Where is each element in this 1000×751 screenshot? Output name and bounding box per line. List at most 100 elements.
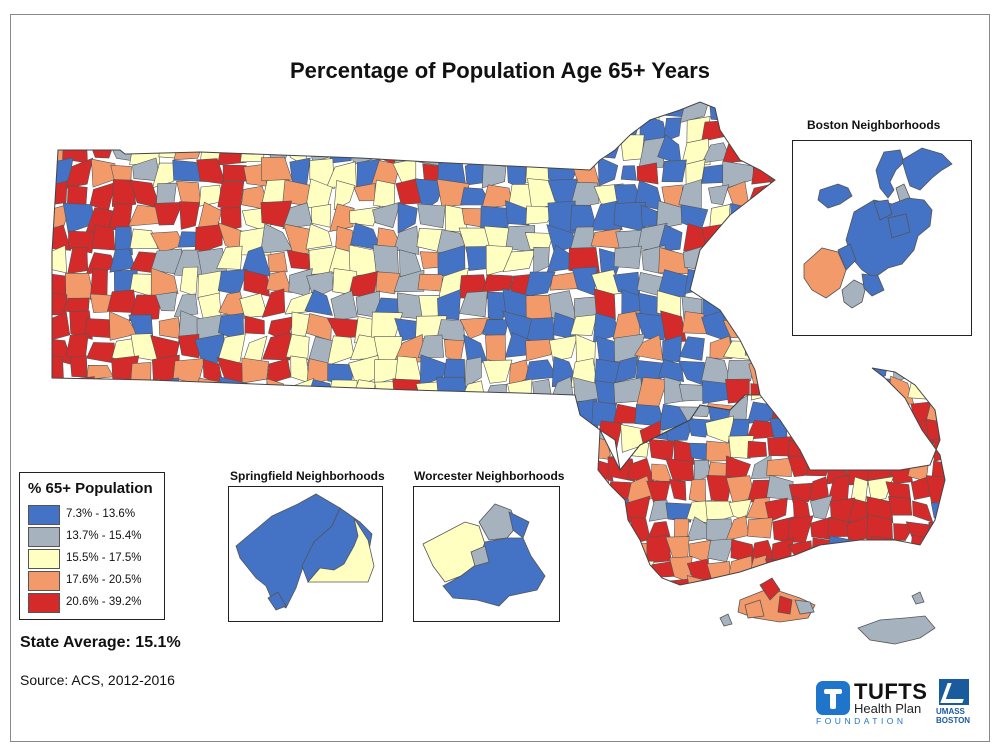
town-area <box>87 138 115 159</box>
town-area <box>217 181 245 211</box>
legend-swatch <box>28 593 60 613</box>
town-area <box>480 205 512 229</box>
island-town-area <box>857 615 936 645</box>
legend-label: 7.3% - 13.6% <box>66 508 136 520</box>
town-area <box>766 457 792 477</box>
town-area <box>787 368 810 386</box>
town-area <box>108 102 135 118</box>
town-area <box>724 288 756 319</box>
town-area <box>748 354 775 388</box>
town-area <box>573 118 602 140</box>
town-area <box>663 117 682 143</box>
boston-inset-title: Boston Neighborhoods <box>807 118 941 132</box>
town-area <box>267 251 288 273</box>
town-area <box>887 439 914 465</box>
town-area <box>481 162 507 189</box>
town-area <box>333 180 356 211</box>
town-area <box>114 226 133 256</box>
town-area <box>331 102 351 116</box>
town-area <box>827 437 847 466</box>
town-area <box>65 376 95 409</box>
town-area <box>746 311 775 344</box>
town-area <box>52 420 73 454</box>
town-area <box>910 560 934 579</box>
town-area <box>550 420 573 448</box>
town-area <box>503 420 532 451</box>
town-area <box>260 102 290 124</box>
town-area <box>598 496 611 523</box>
town-area <box>614 355 639 384</box>
town-area <box>238 102 266 121</box>
town-area <box>113 113 139 145</box>
town-area <box>865 368 889 385</box>
town-area <box>634 102 660 121</box>
town-area <box>375 271 401 295</box>
legend-label: 13.7% - 15.4% <box>66 530 142 542</box>
town-area <box>605 517 626 541</box>
town-area <box>174 403 206 424</box>
town-area <box>830 579 853 585</box>
town-area <box>590 228 621 249</box>
town-area <box>310 203 332 228</box>
town-area <box>867 401 893 424</box>
town-area <box>571 266 598 296</box>
town-area <box>373 402 397 426</box>
town-area <box>482 359 513 384</box>
umass-boston-logo: UMASS BOSTON <box>936 679 976 727</box>
town-area <box>458 290 488 318</box>
legend-swatch <box>28 505 60 525</box>
town-area <box>285 406 310 427</box>
town-area <box>750 102 772 124</box>
legend-title: % 65+ Population <box>28 480 153 497</box>
town-area <box>283 377 315 408</box>
town-area <box>613 245 642 269</box>
town-area <box>326 379 359 407</box>
town-area <box>867 558 891 581</box>
town-area <box>788 395 816 425</box>
town-area <box>524 426 550 451</box>
town-area <box>598 537 608 564</box>
town-area <box>174 381 200 410</box>
town-area <box>553 118 578 145</box>
town-area <box>665 578 695 585</box>
town-area <box>886 578 913 585</box>
town-area <box>154 201 184 226</box>
island-town-area <box>777 595 793 615</box>
town-area <box>705 576 729 585</box>
town-area <box>722 138 750 164</box>
town-area <box>788 557 813 584</box>
town-area <box>91 224 116 251</box>
springfield-inset-title: Springfield Neighborhoods <box>230 469 385 483</box>
town-area <box>328 115 357 145</box>
town-area <box>464 119 489 145</box>
town-area <box>268 119 286 140</box>
town-area <box>52 224 72 251</box>
town-area <box>84 112 114 139</box>
island-town-area <box>911 591 925 605</box>
town-area <box>598 581 614 585</box>
town-area <box>661 159 687 183</box>
town-area <box>829 422 849 446</box>
town-area <box>766 113 775 143</box>
town-area <box>701 119 734 142</box>
town-area <box>179 201 200 230</box>
town-area <box>464 356 482 388</box>
town-area <box>530 400 558 431</box>
town-area <box>826 368 853 384</box>
town-area <box>624 580 650 585</box>
town-area <box>304 119 336 144</box>
town-area <box>219 102 250 123</box>
town-area <box>732 114 748 143</box>
town-area <box>804 415 832 445</box>
town-area <box>217 269 248 296</box>
town-area <box>568 102 601 120</box>
town-area <box>349 118 378 142</box>
town-area <box>304 289 333 316</box>
town-area <box>436 404 463 430</box>
town-area <box>638 136 667 168</box>
town-area <box>744 247 774 272</box>
umass-logo-line1: UMASS <box>936 707 965 716</box>
town-area <box>849 415 866 439</box>
town-area <box>684 268 711 295</box>
town-area <box>771 376 794 403</box>
